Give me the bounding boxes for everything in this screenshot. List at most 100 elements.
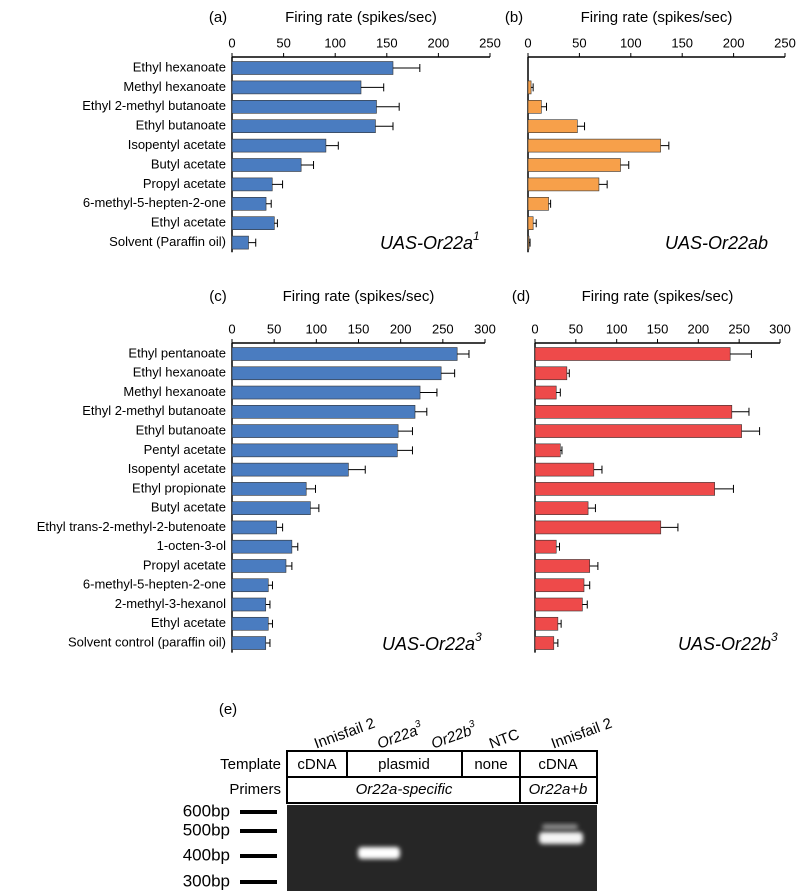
x-tick-label: 100	[606, 321, 628, 336]
category-label: Butyl acetate	[151, 500, 226, 515]
bar	[534, 597, 583, 612]
bar	[534, 559, 591, 573]
axis-title: Firing rate (spikes/sec)	[285, 9, 437, 26]
error-bar	[553, 639, 559, 648]
error-bar	[376, 102, 400, 111]
error-bar	[441, 369, 456, 378]
error-bar	[310, 504, 320, 513]
error-bar	[276, 523, 284, 532]
x-tick-label: 150	[647, 321, 669, 336]
x-tick-label: 0	[228, 35, 235, 50]
error-bar	[566, 369, 570, 378]
bar	[231, 119, 376, 133]
bar	[231, 443, 398, 458]
bar	[534, 578, 585, 593]
bar	[231, 347, 458, 361]
error-bar	[306, 484, 316, 493]
bar	[231, 636, 267, 650]
error-bar	[588, 504, 596, 513]
error-bar	[620, 161, 630, 169]
category-label: Ethyl 2-methyl butanoate	[82, 98, 226, 113]
x-tick-label: 50	[572, 35, 586, 50]
x-tick-label: 100	[305, 321, 327, 336]
bar	[534, 636, 555, 650]
cell: Or22a+b	[529, 781, 588, 798]
annotation-text: UAS-Or22a	[380, 233, 473, 253]
error-bar	[285, 561, 293, 570]
annotation: UAS-Or22b3	[678, 630, 778, 654]
error-bar	[268, 581, 273, 590]
error-bar	[375, 122, 394, 131]
category-label: 6-methyl-5-hepten-2-one	[83, 577, 226, 592]
bar	[231, 138, 327, 153]
error-bar	[541, 102, 548, 111]
annotation: UAS-Or22ab	[665, 233, 768, 253]
lane-label: Innisfail 2	[312, 715, 377, 753]
panel-label: (e)	[219, 701, 237, 718]
x-tick-label: 0	[531, 321, 538, 336]
category-label: Ethyl hexanoate	[133, 365, 226, 380]
ladder-label: 600bp	[183, 801, 230, 820]
bar	[231, 385, 421, 400]
annotation-sup: 3	[771, 630, 778, 644]
bar	[534, 462, 595, 477]
bar	[231, 61, 394, 75]
error-bar	[529, 238, 531, 247]
annotation: UAS-Or22a3	[382, 630, 482, 654]
category-label: Ethyl butanoate	[136, 118, 226, 133]
category-label: Isopentyl acetate	[128, 137, 226, 152]
x-tick-label: 300	[769, 321, 791, 336]
bar	[231, 616, 269, 631]
bar	[534, 539, 557, 554]
error-bar	[741, 427, 761, 436]
category-label: Ethyl hexanoate	[133, 59, 226, 74]
category-label: Methyl hexanoate	[123, 79, 226, 94]
x-tick-label: 100	[620, 35, 642, 50]
error-bar	[556, 542, 560, 551]
x-tick-label: 0	[228, 321, 235, 336]
bar	[534, 347, 731, 361]
bar	[527, 158, 621, 172]
bar	[231, 216, 275, 230]
ladder-label: 500bp	[183, 820, 230, 839]
error-bar	[531, 83, 534, 92]
category-label: Butyl acetate	[151, 156, 226, 171]
x-tick-label: 50	[276, 35, 290, 50]
category-label: Methyl hexanoate	[123, 384, 226, 399]
x-tick-label: 0	[524, 35, 531, 50]
bar	[534, 616, 559, 631]
ladder-label: 300bp	[183, 871, 230, 890]
error-bar	[272, 180, 284, 189]
error-bar	[265, 639, 271, 648]
x-tick-label: 250	[728, 321, 750, 336]
category-label: Pentyl acetate	[144, 442, 226, 457]
category-label: Ethyl acetate	[151, 615, 226, 630]
lane-label: NTC	[487, 726, 522, 753]
error-bar	[248, 238, 257, 247]
bar	[231, 597, 267, 612]
bar	[231, 539, 293, 554]
bar	[534, 405, 733, 419]
category-label: Solvent control (paraffin oil)	[68, 634, 226, 649]
panel-label: (c)	[209, 288, 227, 305]
error-bar	[589, 561, 599, 570]
bar	[231, 578, 269, 593]
error-bar	[268, 619, 273, 628]
bar	[231, 177, 273, 192]
error-bar	[598, 180, 608, 189]
error-bar	[265, 600, 271, 609]
x-tick-label: 150	[671, 35, 693, 50]
bar	[231, 158, 302, 172]
bar	[231, 235, 249, 250]
error-bar	[325, 141, 339, 150]
gel-band	[358, 847, 400, 859]
bar	[534, 520, 662, 535]
error-bar	[348, 465, 366, 474]
error-bar	[560, 446, 563, 455]
error-bar	[533, 219, 537, 228]
panel-label: (d)	[512, 288, 530, 305]
bar	[527, 119, 578, 133]
error-bar	[660, 141, 670, 150]
category-label: Ethyl acetate	[151, 215, 226, 230]
